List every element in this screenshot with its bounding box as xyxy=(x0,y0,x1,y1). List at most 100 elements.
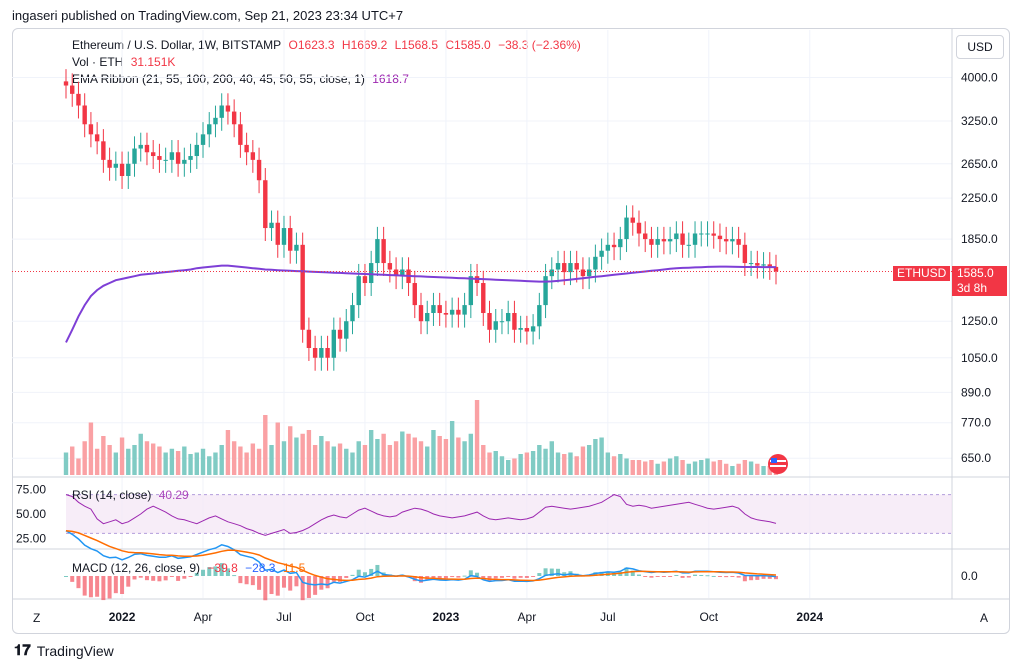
candle-body xyxy=(742,244,748,264)
macd-histogram-bar xyxy=(730,576,735,577)
candle-body xyxy=(200,134,206,145)
candle-body xyxy=(350,305,355,322)
volume-bar xyxy=(692,461,698,475)
macd-histogram-bar xyxy=(176,576,181,581)
candle-body xyxy=(144,144,150,153)
volume-bar xyxy=(368,430,374,475)
macd-label: MACD (12, 26, close, 9) xyxy=(72,561,201,575)
candle-body xyxy=(132,148,137,164)
candle-body xyxy=(281,228,287,245)
candle-body xyxy=(163,159,168,161)
macd-histogram-bar xyxy=(549,568,554,576)
macd-histogram-bar xyxy=(649,576,654,578)
candle-body xyxy=(730,239,735,242)
candle-body xyxy=(449,309,455,315)
candle-body xyxy=(70,85,75,94)
volume-bar xyxy=(418,441,424,475)
macd-histogram-bar xyxy=(774,576,778,580)
candle-body xyxy=(499,321,505,323)
volume-bar xyxy=(425,446,430,475)
macd-histogram-bar xyxy=(655,576,660,577)
zoom-reset-icon[interactable]: Z xyxy=(33,611,41,625)
volume-bar xyxy=(686,463,692,475)
low-value: L1568.5 xyxy=(394,38,439,52)
candle-body xyxy=(325,348,330,358)
volume-bar xyxy=(449,421,455,475)
volume-bar xyxy=(231,441,237,475)
macd-histogram-bar xyxy=(686,576,691,578)
volume-bar xyxy=(755,463,760,475)
candle-body xyxy=(126,163,131,176)
macd-histogram-bar xyxy=(163,576,168,581)
macd-histogram-bar xyxy=(288,576,293,591)
open-value: O1623.3 xyxy=(288,38,335,52)
macd-histogram-bar xyxy=(257,576,262,590)
macd-signal-line xyxy=(65,529,777,582)
volume-bar xyxy=(717,460,723,475)
candle-body xyxy=(699,233,704,235)
candle-body xyxy=(574,263,579,270)
candle-body xyxy=(362,276,368,284)
volume-bar xyxy=(175,451,181,475)
macd-histogram-bar xyxy=(70,576,75,582)
macd-histogram-bar xyxy=(95,576,100,597)
bar-countdown: 3d 8h xyxy=(957,281,988,295)
volume-value: 31.151K xyxy=(130,55,176,69)
volume-bar xyxy=(618,454,623,475)
macd-histogram-bar xyxy=(537,573,542,576)
candle-body xyxy=(337,329,343,339)
time-axis-label: Jul xyxy=(276,610,291,624)
volume-bar xyxy=(524,452,530,475)
volume-bar xyxy=(723,463,729,475)
volume-bar xyxy=(593,439,598,475)
macd-histogram-bar xyxy=(194,573,199,576)
macd-histogram-bar xyxy=(275,576,280,596)
rsi-line xyxy=(65,494,777,536)
rsi-value: 40.29 xyxy=(158,488,189,502)
candle-body xyxy=(418,305,424,322)
candle-body xyxy=(580,269,586,277)
volume-bar xyxy=(256,448,262,475)
macd-histogram-bar xyxy=(182,576,187,579)
candle-body xyxy=(107,159,112,168)
candle-body xyxy=(213,117,218,125)
candle-body xyxy=(755,263,760,266)
macd-histogram-bar xyxy=(306,576,311,598)
macd-histogram-bar xyxy=(144,576,149,581)
volume-bar xyxy=(674,456,679,475)
auto-scale-button[interactable]: A xyxy=(980,611,989,625)
volume-bar xyxy=(643,461,648,475)
candle-body xyxy=(331,329,337,358)
volume-bar xyxy=(761,466,766,475)
candle-body xyxy=(717,235,723,240)
macd-histogram-bar xyxy=(281,576,286,588)
macd-histogram-bar xyxy=(82,576,87,596)
volume-bar xyxy=(468,433,474,475)
macd-histogram-bar xyxy=(543,568,548,576)
volume-bar xyxy=(499,456,505,475)
candle-body xyxy=(275,222,280,245)
us-flag-icon[interactable] xyxy=(765,453,791,475)
candle-body xyxy=(94,134,100,142)
candle-body xyxy=(101,141,106,160)
candle-body xyxy=(182,159,187,164)
candle-body xyxy=(674,233,679,240)
candle-body xyxy=(736,239,741,245)
candle-body xyxy=(723,239,729,242)
volume-bar xyxy=(132,445,137,475)
candle-body xyxy=(256,159,262,181)
currency-button[interactable]: USD xyxy=(956,35,1004,59)
candle-body xyxy=(269,222,274,229)
volume-bar xyxy=(312,445,318,475)
candle-body xyxy=(705,233,710,235)
macd-histogram-bar xyxy=(207,567,212,576)
candle-body xyxy=(524,328,530,332)
macd-histogram-bar xyxy=(244,576,249,585)
candle-body xyxy=(219,105,224,118)
candle-body xyxy=(319,348,324,358)
macd-histogram-bar xyxy=(356,569,361,576)
candle-body xyxy=(169,152,175,160)
macd-axis-label: 0.0 xyxy=(961,569,978,583)
volume-bar xyxy=(325,441,330,475)
macd-histogram-bar xyxy=(468,570,473,576)
